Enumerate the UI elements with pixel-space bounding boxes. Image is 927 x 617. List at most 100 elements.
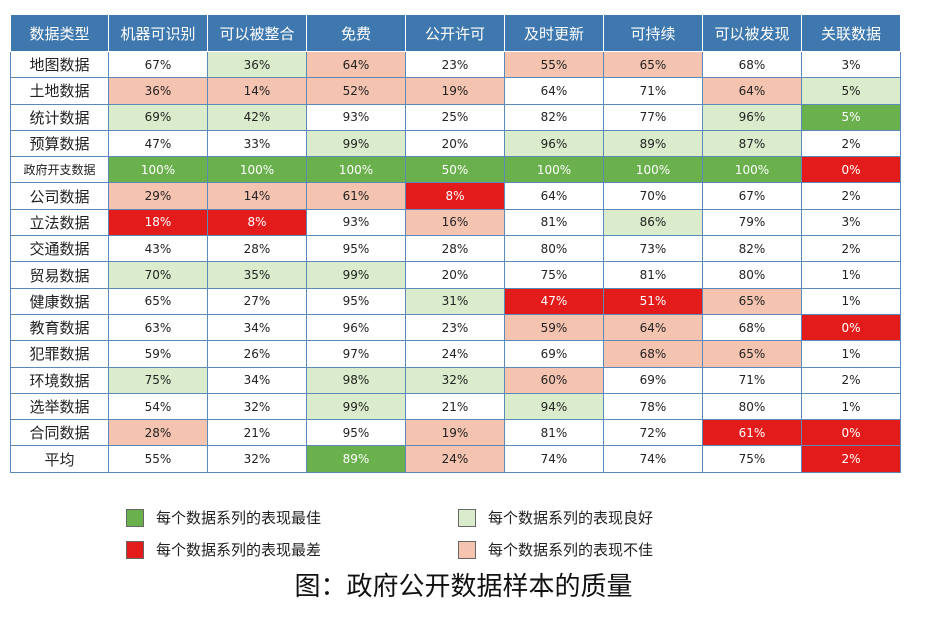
row-label: 土地数据 xyxy=(10,77,109,105)
row-label: 政府开支数据 xyxy=(10,156,109,184)
table-cell: 50% xyxy=(405,156,505,184)
table-cell: 25% xyxy=(405,103,505,131)
column-header: 可持续 xyxy=(603,14,703,52)
table-cell: 81% xyxy=(603,261,703,289)
table-cell: 68% xyxy=(702,50,802,79)
table-cell: 72% xyxy=(603,419,703,447)
table-row: 统计数据 69% 42% 93% 25% 82% 77% 96% 5% xyxy=(10,103,901,131)
column-header: 及时更新 xyxy=(504,14,604,52)
table-header-row: 数据类型 机器可识别 可以被整合 免费 公开许可 及时更新 可持续 可以被发现 关联数据 xyxy=(10,14,901,52)
figure-caption: 图：政府公开数据样本的质量 xyxy=(294,572,633,602)
table-cell: 14% xyxy=(207,182,307,210)
table-cell: 35% xyxy=(207,261,307,289)
table-row: 政府开支数据 100% 100% 100% 50% 100% 100% 100% 0% xyxy=(10,156,901,184)
table-cell: 14% xyxy=(207,77,307,105)
table-row: 选举数据 54% 32% 99% 21% 94% 78% 80% 1% xyxy=(10,392,901,421)
row-label: 统计数据 xyxy=(10,103,109,131)
table-cell: 100% xyxy=(108,156,208,184)
legend-good-label: 每个数据系列的表现良好 xyxy=(488,509,654,527)
table-cell: 71% xyxy=(702,366,802,394)
table-cell: 69% xyxy=(603,366,703,394)
table-cell: 81% xyxy=(504,208,604,237)
row-label: 地图数据 xyxy=(10,50,109,79)
table-cell: 19% xyxy=(405,77,505,105)
table-body: 地图数据 67% 36% 64% 23% 55% 65% 68% 3% 土地数据 36% 14% 52%… xyxy=(10,50,901,473)
table-cell: 33% xyxy=(207,129,307,158)
table-cell: 26% xyxy=(207,340,307,368)
row-label: 犯罪数据 xyxy=(10,340,109,368)
row-label: 交通数据 xyxy=(10,235,109,263)
table-row: 公司数据 29% 14% 61% 8% 64% 70% 67% 2% xyxy=(10,182,901,210)
table-cell: 96% xyxy=(306,313,406,342)
legend-best: 每个数据系列的表现最佳 xyxy=(126,507,321,528)
column-header: 可以被整合 xyxy=(207,14,307,52)
table-row: 犯罪数据 59% 26% 97% 24% 69% 68% 65% 1% xyxy=(10,340,901,368)
legend-poor-swatch xyxy=(458,540,476,559)
table-cell: 64% xyxy=(504,182,604,210)
table-cell: 63% xyxy=(108,313,208,342)
table-cell: 28% xyxy=(207,235,307,263)
table-cell: 100% xyxy=(504,156,604,184)
row-label: 教育数据 xyxy=(10,313,109,342)
table-cell: 55% xyxy=(504,50,604,79)
table-cell: 96% xyxy=(702,103,802,131)
table-cell: 74% xyxy=(504,445,604,473)
table-cell: 16% xyxy=(405,208,505,237)
table-cell: 61% xyxy=(306,182,406,210)
table-cell: 32% xyxy=(207,445,307,473)
table-cell: 60% xyxy=(504,366,604,394)
table-cell: 2% xyxy=(801,235,901,263)
table-cell: 27% xyxy=(207,287,307,315)
table-cell: 68% xyxy=(603,340,703,368)
table-cell: 18% xyxy=(108,208,208,237)
table-row: 立法数据 18% 8% 93% 16% 81% 86% 79% 3% xyxy=(10,208,901,237)
column-header: 可以被发现 xyxy=(702,14,802,52)
table-cell: 77% xyxy=(603,103,703,131)
table-row: 教育数据 63% 34% 96% 23% 59% 64% 68% 0% xyxy=(10,313,901,342)
table-cell: 61% xyxy=(702,419,802,447)
table-cell: 3% xyxy=(801,50,901,79)
table-cell: 8% xyxy=(207,208,307,237)
table-row: 土地数据 36% 14% 52% 19% 64% 71% 64% 5% xyxy=(10,77,901,105)
table-cell: 31% xyxy=(405,287,505,315)
table-cell: 19% xyxy=(405,419,505,447)
table-cell: 59% xyxy=(108,340,208,368)
table-cell: 29% xyxy=(108,182,208,210)
table-cell: 100% xyxy=(207,156,307,184)
data-quality-table: 数据类型 机器可识别 可以被整合 免费 公开许可 及时更新 可持续 可以被发现 关联数据 地图数… xyxy=(10,14,901,473)
table-cell: 82% xyxy=(702,235,802,263)
table-cell: 1% xyxy=(801,261,901,289)
table-cell: 69% xyxy=(108,103,208,131)
legend-worst: 每个数据系列的表现最差 xyxy=(126,539,321,560)
table-cell: 8% xyxy=(405,182,505,210)
table-cell: 99% xyxy=(306,392,406,421)
table-row: 预算数据 47% 33% 99% 20% 96% 89% 87% 2% xyxy=(10,129,901,158)
table-cell: 99% xyxy=(306,129,406,158)
table-cell: 65% xyxy=(603,50,703,79)
legend-worst-swatch xyxy=(126,540,144,559)
row-label: 贸易数据 xyxy=(10,261,109,289)
table-cell: 75% xyxy=(108,366,208,394)
table-cell: 59% xyxy=(504,313,604,342)
table-cell: 52% xyxy=(306,77,406,105)
legend-poor-label: 每个数据系列的表现不佳 xyxy=(488,541,654,559)
table-cell: 93% xyxy=(306,103,406,131)
table-cell: 67% xyxy=(108,50,208,79)
row-label: 公司数据 xyxy=(10,182,109,210)
table-cell: 100% xyxy=(603,156,703,184)
column-header: 免费 xyxy=(306,14,406,52)
row-label: 预算数据 xyxy=(10,129,109,158)
table-cell: 2% xyxy=(801,182,901,210)
table-cell: 47% xyxy=(108,129,208,158)
table-cell: 5% xyxy=(801,103,901,131)
table-cell: 24% xyxy=(405,445,505,473)
table-cell: 87% xyxy=(702,129,802,158)
table-cell: 64% xyxy=(702,77,802,105)
table-cell: 0% xyxy=(801,313,901,342)
table-cell: 64% xyxy=(504,77,604,105)
table-cell: 67% xyxy=(702,182,802,210)
table-cell: 54% xyxy=(108,392,208,421)
table-cell: 2% xyxy=(801,445,901,473)
row-label: 环境数据 xyxy=(10,366,109,394)
table-cell: 21% xyxy=(207,419,307,447)
